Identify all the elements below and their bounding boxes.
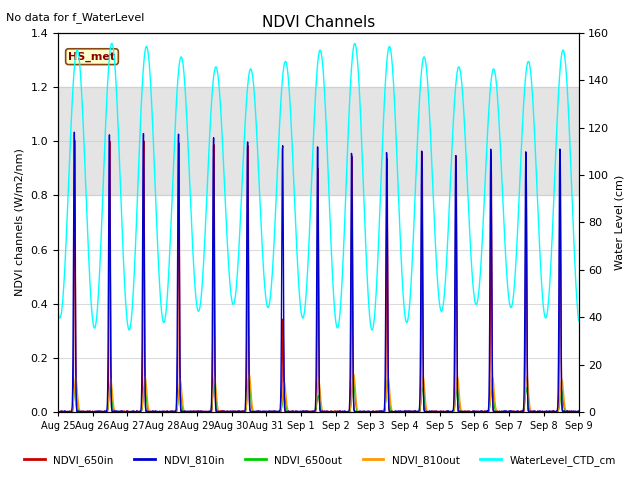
Text: HS_met: HS_met	[68, 51, 116, 62]
Bar	[58, 87, 579, 195]
Y-axis label: NDVI channels (W/m2/nm): NDVI channels (W/m2/nm)	[15, 148, 25, 297]
Text: No data for f_WaterLevel: No data for f_WaterLevel	[6, 12, 145, 23]
Y-axis label: Water Level (cm): Water Level (cm)	[615, 175, 625, 270]
Legend: NDVI_650in, NDVI_810in, NDVI_650out, NDVI_810out, WaterLevel_CTD_cm: NDVI_650in, NDVI_810in, NDVI_650out, NDV…	[20, 451, 620, 470]
Title: NDVI Channels: NDVI Channels	[262, 15, 375, 30]
